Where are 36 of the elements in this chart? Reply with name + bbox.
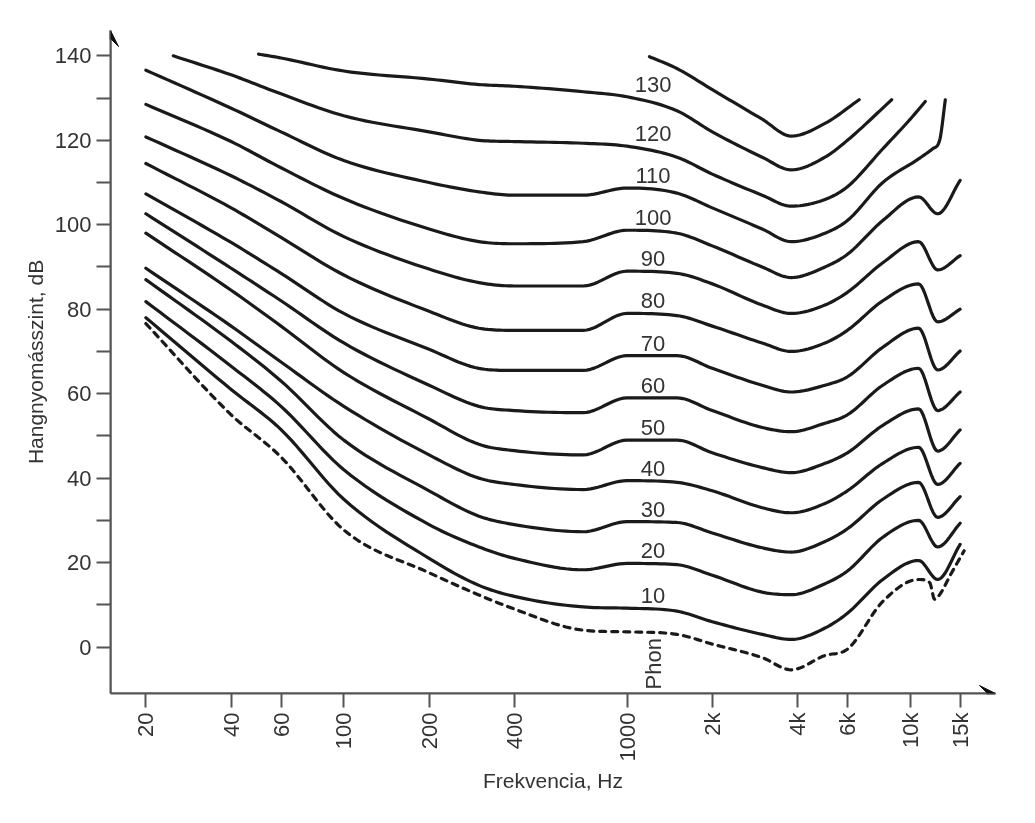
y-tick-label: 80 — [67, 296, 92, 322]
y-tick-label: 140 — [54, 43, 92, 69]
series-label: 80 — [640, 288, 666, 314]
series-label: 130 — [634, 71, 672, 97]
series-label: 20 — [640, 538, 666, 564]
series-label: 10 — [640, 583, 666, 609]
series-label: 60 — [640, 372, 666, 398]
y-axis-title: Hangnyomásszint, dB — [23, 259, 47, 465]
x-tick-label: 10k — [897, 711, 923, 748]
x-axis-title: Frekvencia, Hz — [482, 769, 624, 793]
x-tick-label: 1000 — [614, 712, 640, 762]
x-tick-label: 15k — [947, 711, 973, 748]
x-tick-label: 2k — [699, 711, 725, 736]
x-tick-label: 4k — [785, 711, 811, 736]
series-label: 110 — [635, 163, 671, 189]
annotation: Phon — [640, 638, 666, 690]
x-tick-label: 6k — [834, 711, 860, 736]
series-label: 120 — [634, 121, 672, 147]
y-tick-label: 40 — [67, 465, 92, 491]
series-label: 100 — [634, 205, 672, 231]
y-tick-label: 120 — [54, 127, 92, 153]
x-tick-label: 60 — [268, 712, 294, 737]
y-tick-label: 20 — [67, 550, 92, 576]
y-tick-label: 60 — [67, 381, 92, 407]
series-label: 90 — [640, 246, 666, 272]
series-label: 30 — [640, 496, 666, 522]
y-tick-label: 100 — [54, 212, 92, 238]
x-tick-label: 100 — [331, 712, 357, 750]
x-tick-label: 400 — [501, 712, 527, 750]
series-label: 40 — [640, 455, 666, 481]
x-tick-label: 200 — [416, 712, 442, 750]
y-tick-label: 0 — [79, 634, 92, 660]
series-label: 50 — [640, 415, 666, 441]
x-tick-label: 20 — [133, 712, 159, 737]
x-tick-label: 40 — [218, 712, 244, 737]
series-label: 70 — [640, 330, 666, 356]
